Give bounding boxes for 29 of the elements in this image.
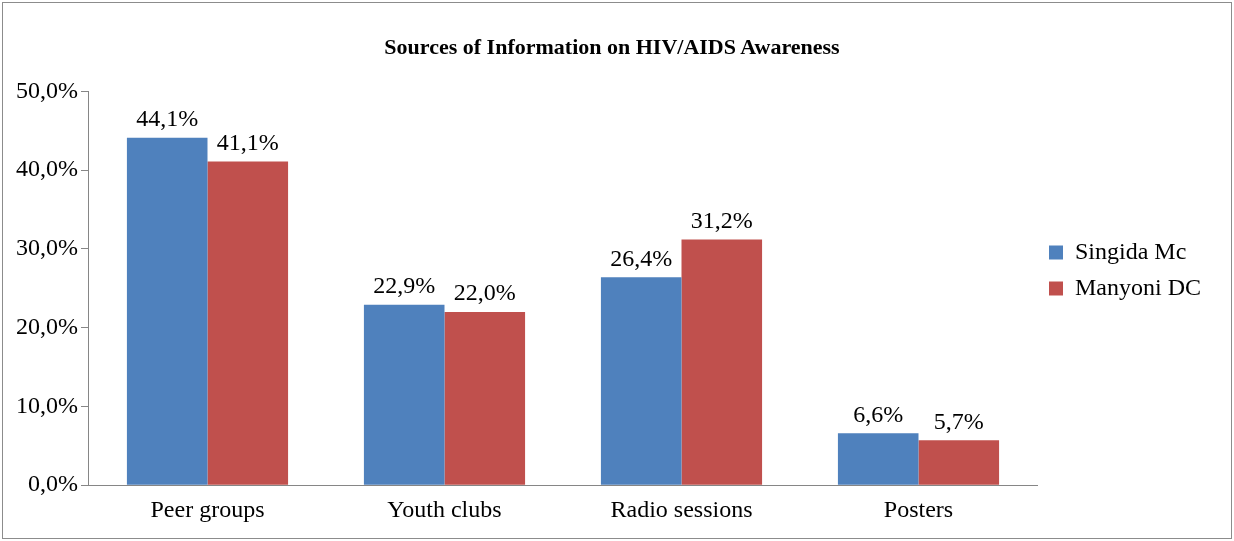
legend-label: Singida Mc (1075, 237, 1187, 264)
data-label: 26,4% (610, 244, 673, 271)
y-tick-label: 30,0% (15, 234, 78, 261)
data-label: 6,6% (853, 400, 904, 427)
data-label: 22,0% (453, 279, 516, 306)
data-label: 44,1% (136, 105, 199, 132)
bar (444, 311, 526, 485)
x-tick-label: Peer groups (150, 495, 265, 522)
y-tick-label: 50,0% (15, 76, 78, 103)
x-tick-label: Youth clubs (387, 495, 502, 522)
chart-title: Sources of Information on HIV/AIDS Awareness (384, 33, 841, 59)
y-tick-label: 20,0% (15, 312, 78, 339)
data-label: 41,1% (216, 128, 279, 155)
bar (207, 161, 289, 485)
data-label: 22,9% (373, 272, 436, 299)
bar (837, 433, 919, 485)
x-tick-label: Radio sessions (610, 495, 753, 522)
y-tick-label: 10,0% (15, 391, 78, 418)
x-tick-label: Posters (883, 495, 954, 522)
bar (600, 277, 682, 485)
bar (126, 137, 208, 485)
y-tick-label: 40,0% (15, 155, 78, 182)
bar (681, 239, 763, 485)
bar (363, 304, 445, 485)
data-label: 31,2% (690, 206, 753, 233)
legend-label: Manyoni DC (1075, 273, 1201, 300)
bar (918, 440, 1000, 485)
y-tick-label: 0,0% (27, 470, 78, 497)
data-label: 5,7% (933, 407, 984, 434)
